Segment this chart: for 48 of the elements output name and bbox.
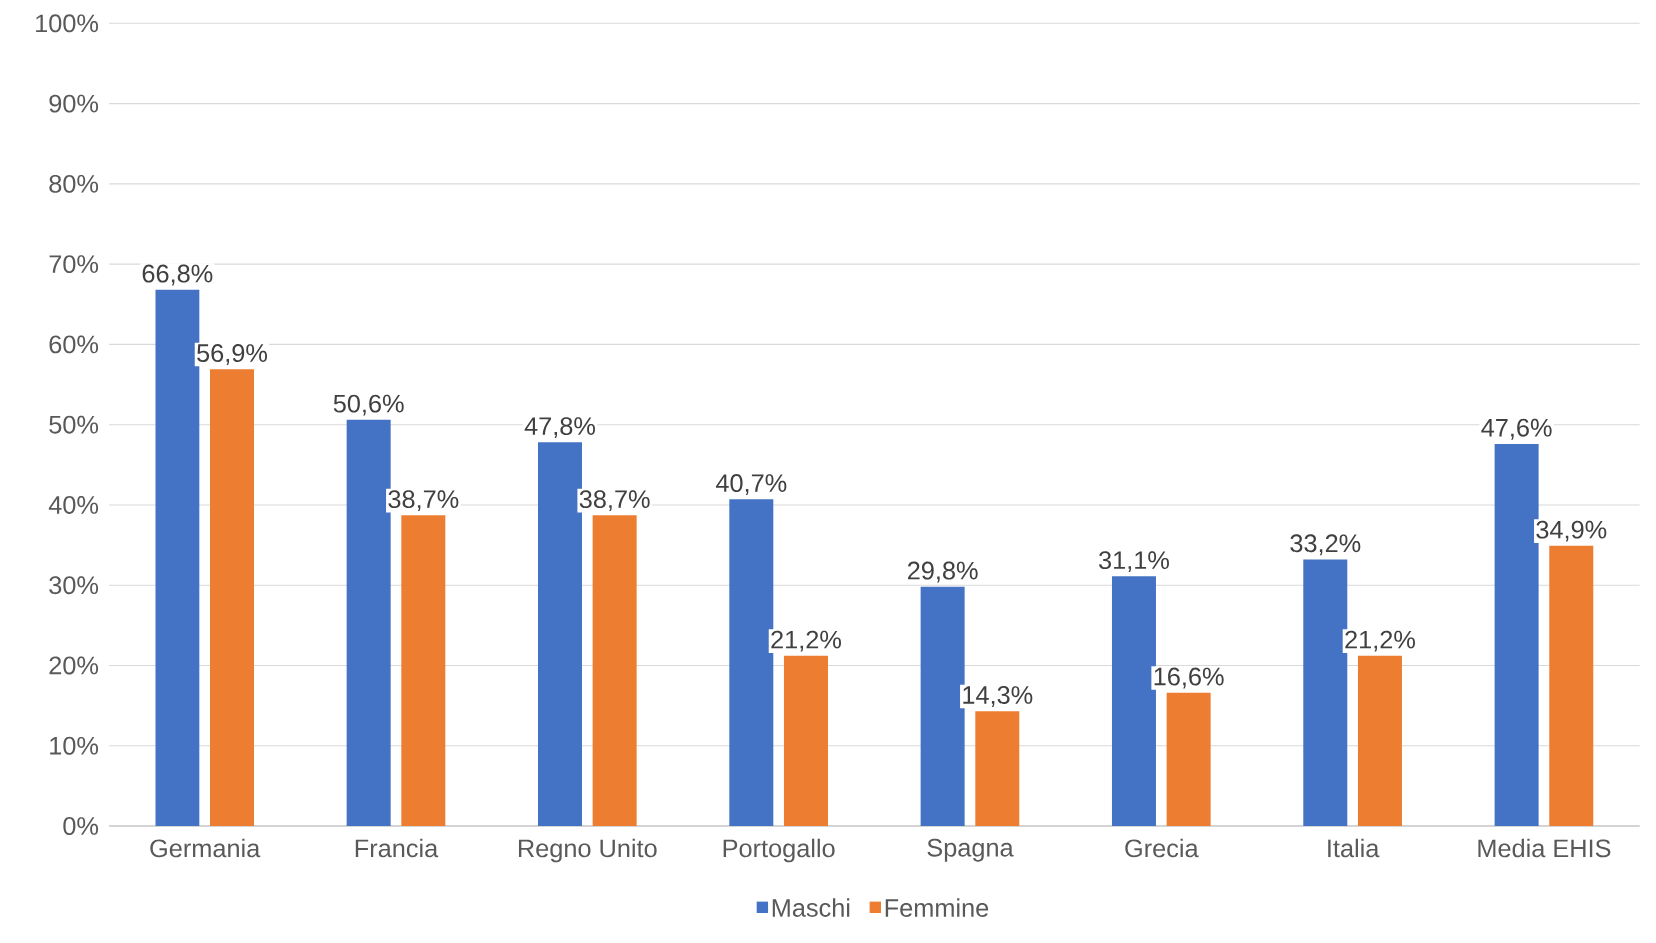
y-tick-label: 80% xyxy=(49,174,99,193)
legend-label: Maschi xyxy=(772,898,850,917)
x-tick-label: Portogallo xyxy=(723,838,835,863)
x-tick-label: Italia xyxy=(1328,838,1380,858)
data-label: 47,6% xyxy=(1481,418,1552,440)
y-tick-label: 20% xyxy=(49,656,99,675)
bar xyxy=(210,369,254,826)
x-tick-label: Germania xyxy=(150,838,261,858)
data-label: 21,2% xyxy=(771,630,841,652)
data-label: 31,1% xyxy=(1099,551,1169,573)
y-tick-label: 60% xyxy=(49,335,99,354)
data-label: 29,8% xyxy=(908,561,978,583)
data-label: 33,2% xyxy=(1290,534,1361,556)
data-label: 50,6% xyxy=(333,394,404,416)
bar xyxy=(537,442,582,826)
data-label: 38,7% xyxy=(579,490,650,512)
y-tick-label: 30% xyxy=(49,576,99,595)
bar xyxy=(1111,576,1156,826)
legend-label: Femmine xyxy=(885,898,989,917)
data-label: 14,3% xyxy=(963,686,1033,707)
data-label: 66,8% xyxy=(142,264,213,286)
x-tick-label: Spagna xyxy=(927,838,1014,862)
data-label: 40,7% xyxy=(715,474,787,496)
data-label: 16,6% xyxy=(1154,667,1224,689)
bar xyxy=(1357,655,1402,826)
bar xyxy=(783,655,828,826)
data-label: 21,2% xyxy=(1345,630,1415,652)
data-label: 38,7% xyxy=(388,490,459,512)
x-tick-label: Regno Unito xyxy=(518,838,657,863)
bar xyxy=(1549,545,1594,826)
bar xyxy=(592,515,637,826)
bar xyxy=(401,515,446,826)
y-tick-label: 10% xyxy=(50,736,99,755)
data-label: 34,9% xyxy=(1536,520,1607,542)
y-tick-label: 0% xyxy=(63,817,99,835)
x-tick-label: Media EHIS xyxy=(1478,838,1611,858)
y-tick-label: 70% xyxy=(49,255,99,274)
y-tick-label: 40% xyxy=(48,495,99,514)
bar xyxy=(920,586,965,826)
data-label: 56,9% xyxy=(197,344,267,366)
bar xyxy=(975,711,1020,826)
y-tick-label: 50% xyxy=(49,415,99,434)
y-tick-label: 100% xyxy=(36,14,99,33)
x-tick-label: Grecia xyxy=(1125,838,1199,858)
data-label: 47,8% xyxy=(524,417,595,439)
y-tick-label: 90% xyxy=(49,94,99,113)
bar xyxy=(1166,692,1211,826)
x-tick-label: Francia xyxy=(355,838,439,858)
